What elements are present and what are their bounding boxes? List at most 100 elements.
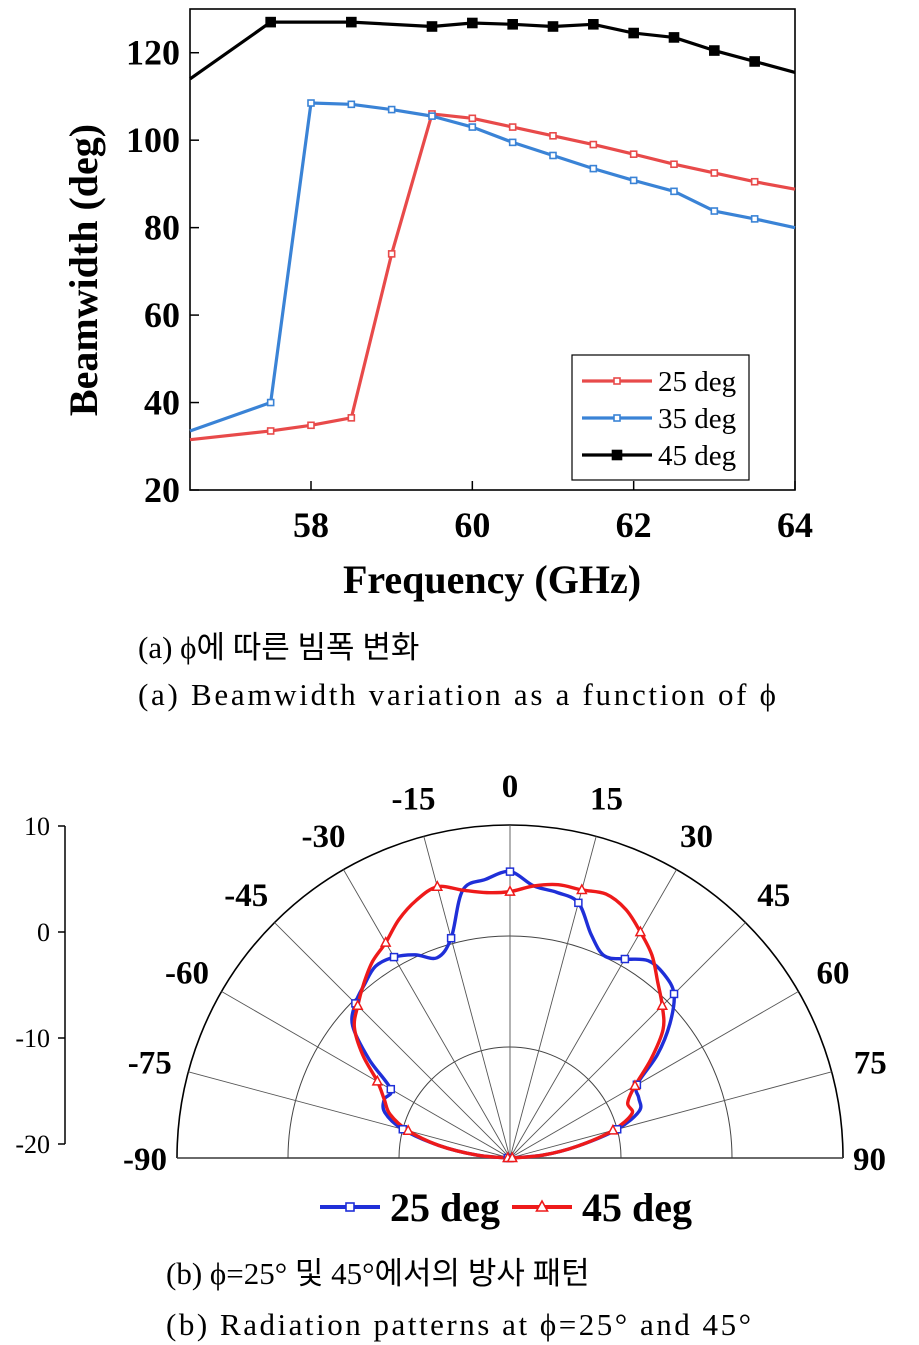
data-point-45-deg <box>346 16 357 28</box>
polar-grid <box>176 824 844 1159</box>
data-point-45-deg <box>426 21 438 32</box>
data-point-35-deg <box>508 138 517 147</box>
data-point-25-deg <box>620 954 630 964</box>
data-point-25-deg <box>750 177 759 186</box>
angle-label: 45 <box>757 878 790 914</box>
x-tick-label: 60 <box>454 505 490 545</box>
angle-label: 60 <box>817 956 850 992</box>
data-point-25-deg <box>389 952 399 962</box>
angle-label: 30 <box>680 819 713 855</box>
angle-label: -60 <box>165 956 209 992</box>
caption-a-korean: (a) ϕ에 따른 빔폭 변화 <box>138 630 419 665</box>
axis-ticks: 58 60 62 64 20 40 60 80 100 120 <box>126 33 813 545</box>
data-point-45-deg <box>402 1124 414 1135</box>
data-point-35-deg <box>629 176 638 185</box>
data-point-25-deg <box>669 989 679 999</box>
data-point-45-deg <box>629 1079 641 1091</box>
data-point-25-deg <box>508 123 517 131</box>
data-point-45-deg <box>668 32 680 43</box>
series-markers <box>265 16 760 435</box>
data-point-25-deg <box>670 160 678 169</box>
caption-b-korean: (b) ϕ=25° 및 45°에서의 방사 패턴 <box>166 1256 590 1291</box>
legend-label-45-deg: 45 deg <box>658 440 736 472</box>
data-point-35-deg <box>589 164 598 173</box>
data-point-35-deg <box>468 123 477 131</box>
data-point-45-deg <box>507 19 518 30</box>
radial-scale: 10 0 -10 -20 <box>15 812 66 1159</box>
angle-label: -90 <box>123 1142 167 1178</box>
angle-label: 90 <box>853 1142 886 1178</box>
data-point-25-deg <box>710 169 719 177</box>
data-point-35-deg <box>307 99 315 107</box>
radial-tick-label: 0 <box>37 918 50 947</box>
angle-label: 75 <box>854 1045 887 1081</box>
y-tick-label: 20 <box>144 470 180 510</box>
legend-label-25-deg: 25 deg <box>390 1185 500 1230</box>
data-point-35-deg <box>266 398 275 407</box>
grid-spoke <box>509 869 677 1159</box>
angle-label: -15 <box>391 782 435 818</box>
data-point-25-deg <box>505 867 515 876</box>
data-point-45-deg <box>588 19 599 30</box>
grid-spoke <box>509 991 799 1159</box>
data-point-25-deg <box>266 427 275 435</box>
data-point-45-deg <box>379 936 392 947</box>
data-point-35-deg <box>549 151 557 160</box>
legend-label-25-deg: 25 deg <box>658 366 736 398</box>
legend-marker-45-deg <box>535 1199 549 1212</box>
data-point-45-deg <box>576 883 588 895</box>
angle-labels: -90 -75 -60 -45 -30 -15 0 15 30 45 60 75 90 <box>123 769 887 1178</box>
data-point-25-deg <box>307 421 315 430</box>
pattern-curve-25-deg <box>350 869 676 1160</box>
data-point-45-deg <box>506 1151 518 1163</box>
angle-label: 15 <box>590 782 623 818</box>
legend-marker-35-deg <box>613 414 621 422</box>
x-tick-label: 62 <box>616 505 652 545</box>
legend-label-45-deg: 45 deg <box>582 1185 692 1230</box>
data-point-45-deg <box>504 884 516 896</box>
data-point-45-deg <box>749 56 760 67</box>
data-point-45-deg <box>628 27 639 39</box>
plot-frame <box>189 8 796 491</box>
data-point-25-deg <box>549 132 557 140</box>
grid-spoke <box>221 991 511 1159</box>
y-tick-label: 100 <box>126 120 180 160</box>
data-point-25-deg <box>589 140 598 149</box>
data-point-25-deg <box>387 250 396 258</box>
y-tick-label: 80 <box>144 208 180 248</box>
data-point-35-deg <box>347 100 356 109</box>
data-point-35-deg <box>670 187 678 196</box>
data-point-45-deg <box>709 45 720 56</box>
angle-label: -45 <box>224 878 268 914</box>
x-tick-label: 64 <box>777 505 813 545</box>
grid-spoke <box>509 1071 832 1159</box>
data-point-25-deg <box>574 898 583 908</box>
data-point-25-deg <box>446 933 456 943</box>
beamwidth-line-chart: 58 60 62 64 20 40 60 80 100 120 Frequency (GHz) B… <box>61 8 813 712</box>
legend-label-35-deg: 35 deg <box>658 403 736 435</box>
grid-spoke <box>509 922 746 1159</box>
data-point-45-deg <box>371 1074 384 1086</box>
radial-tick-label: 10 <box>24 812 50 841</box>
angle-label: 0 <box>502 769 519 805</box>
data-point-45-deg <box>547 21 559 32</box>
data-point-45-deg <box>431 880 444 891</box>
y-tick-label: 40 <box>144 383 180 423</box>
radial-tick-label: -10 <box>15 1024 50 1053</box>
data-point-25-deg <box>629 150 638 158</box>
radiation-pattern-polar-chart: 10 0 -10 -20 -90 -75 -60 -45 -30 -15 0 15 30 45 60 75 9… <box>15 769 886 1342</box>
data-point-45-deg <box>607 1123 619 1135</box>
grid-spoke <box>343 869 511 1159</box>
radial-tick-label: -20 <box>15 1130 50 1159</box>
data-point-35-deg <box>710 207 719 215</box>
angle-label: -75 <box>128 1045 172 1081</box>
caption-a-english: (a) Beamwidth variation as a function of… <box>138 677 776 712</box>
y-tick-label: 120 <box>126 33 180 73</box>
series-line-45-deg <box>189 20 796 81</box>
legend: 25 deg 35 deg 45 deg <box>571 354 750 481</box>
data-point-25-deg <box>347 414 356 422</box>
legend-marker-45-deg <box>611 449 623 461</box>
data-point-45-deg <box>656 999 669 1010</box>
pattern-curve-45-deg <box>352 882 666 1160</box>
data-point-25-deg <box>468 114 477 123</box>
